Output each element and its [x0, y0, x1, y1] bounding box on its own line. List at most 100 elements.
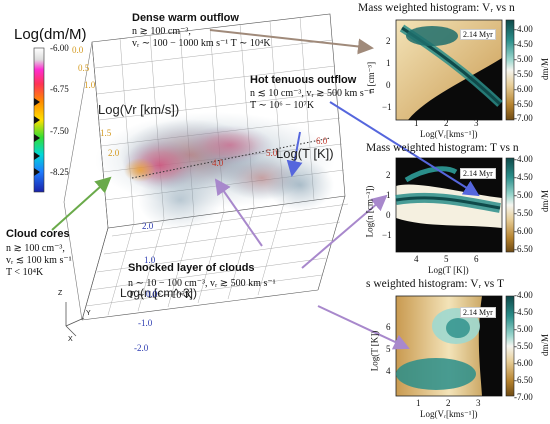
annotation-dense-warm-outflow: Dense warm outflow n ≳ 100 cm⁻³, vᵣ ∼ 10… — [132, 12, 271, 50]
hist1-cbar-tick: -4.50 — [514, 39, 533, 49]
cube-t-tick: 4.0 — [212, 158, 224, 168]
hist3-cbar-tick: -4.50 — [514, 307, 533, 317]
hist1-cbar-tick: -7.00 — [514, 113, 533, 123]
hist3-xtick: 1 — [416, 398, 421, 408]
hist3-cbar-tick: -4.00 — [514, 290, 533, 300]
hist2-cbar-tick: -4.50 — [514, 172, 533, 182]
hist2-ytick: 2 — [386, 170, 391, 180]
main-colorbar-tick: -7.50 — [50, 126, 69, 136]
cube-volume-render — [95, 112, 335, 230]
cube-vr-tick: 0.5 — [78, 63, 90, 73]
hist1-peak — [406, 26, 458, 46]
annotation-line: vᵣ ∼ 100 − 1000 km s⁻¹ T ∼ 10⁴K — [132, 38, 271, 49]
main-colorbar-tick: -6.00 — [50, 43, 69, 53]
hist3-empty-region — [478, 296, 502, 396]
hist2-ylabel: Log(n [cm⁻³]) — [364, 185, 375, 238]
hist3-high-t-core — [446, 318, 470, 338]
hist3-ytick: 5 — [386, 344, 391, 354]
hist3-ytick: 6 — [386, 322, 391, 332]
hist3-xtick: 2 — [446, 398, 451, 408]
triad-label-z: Z — [58, 290, 63, 297]
main-colorbar-markers — [34, 98, 40, 176]
hist1-ytick: −1 — [382, 102, 392, 112]
hist3-ytick: 4 — [386, 366, 391, 376]
hist2-time: 2.14 Myr — [460, 168, 496, 179]
hist1-time: 2.14 Myr — [460, 29, 496, 40]
annotation-title: Hot tenuous outflow — [250, 74, 357, 86]
hist1-cbar-tick: -6.00 — [514, 84, 533, 94]
hist3-cbar-tick: -6.50 — [514, 375, 533, 385]
hist2-xtick: 5 — [444, 254, 449, 264]
hist2-xtick: 6 — [474, 254, 479, 264]
annotation-line: n ≲ 10 cm⁻³, vᵣ ≳ 500 km s⁻¹ — [250, 88, 372, 99]
hist1-xtick: 1 — [414, 118, 419, 128]
hist1-cbar-tick: -5.50 — [514, 69, 533, 79]
hist1-cbar-label: dm/M — [540, 57, 550, 81]
annotation-line: vᵣ ≲ 100 km s⁻¹ — [6, 255, 72, 266]
hist2-band-core — [395, 196, 501, 210]
hist2-cbar-tick: -6.00 — [514, 226, 533, 236]
main-colorbar-tick: -8.25 — [50, 167, 69, 177]
cube-n-tick: 1.0 — [144, 255, 156, 265]
cube-axis-n-label: Log(n [cm^-3]) — [120, 286, 197, 300]
hist3-cbar-tick: -6.00 — [514, 358, 533, 368]
annotation-title: Dense warm outflow — [132, 12, 239, 24]
annotation-shocked-layer: Shocked layer of clouds n ∼ 10 − 100 cm⁻… — [128, 262, 276, 302]
cube-vr-tick: 2.0 — [108, 148, 120, 158]
hist1-ytick: 1 — [386, 58, 391, 68]
cube-t-tick: 6.0 — [316, 136, 328, 146]
hist1-colorbar — [505, 19, 515, 121]
annotation-cloud-cores: Cloud cores n ≳ 100 cm⁻³, vᵣ ≲ 100 km s⁻… — [6, 228, 72, 279]
hist2-cbar-tick: -5.50 — [514, 208, 533, 218]
hist2-colorbar — [505, 157, 515, 253]
hist2-upper-band — [404, 166, 458, 183]
main-colorbar-title: Log(dm/M) — [14, 26, 87, 43]
triad-label-y: Y — [86, 310, 91, 317]
hist2-ytick: 0 — [386, 210, 391, 220]
hist2-title: Mass weighted histogram: T vs n — [366, 142, 519, 154]
hist1-xtick: 3 — [474, 118, 479, 128]
hist3-cbar-tick: -7.00 — [514, 392, 533, 402]
hist2-cbar-tick: -5.00 — [514, 190, 533, 200]
hist2-ytick: −1 — [382, 230, 392, 240]
hist2-cbar-tick: -4.00 — [514, 154, 533, 164]
annotation-line: n ≳ 100 cm⁻³, — [6, 243, 65, 254]
hist2-cbar-label: dm/M — [540, 189, 550, 213]
hist3-colorbar — [505, 295, 515, 397]
cube-vr-tick: 0.0 — [72, 45, 84, 55]
cube-n-tick: -2.0 — [134, 343, 149, 353]
hist1-cbar-tick: -5.00 — [514, 54, 533, 64]
hist3-cbar-tick: -5.00 — [514, 324, 533, 334]
hist2-cbar-tick: -6.50 — [514, 244, 533, 254]
hist1-ylabel: n [cm⁻³] — [366, 61, 377, 94]
hist2-xlabel: Log(T [K]) — [428, 265, 469, 275]
cube-n-tick: 0.0 — [146, 289, 158, 299]
annotation-line: T < 10⁴K — [6, 267, 44, 278]
hist1-cbar-tick: -6.50 — [514, 99, 533, 109]
hist1-xlabel: Log(Vᵣ[kms⁻¹]) — [420, 129, 478, 139]
hist3-xtick: 3 — [476, 398, 481, 408]
hist1-empty-region — [396, 58, 502, 120]
annotation-line: T ∼ 10⁶ − 10⁷K — [250, 100, 315, 111]
hist3-title: s weighted histogram: Vᵣ vs T — [366, 278, 504, 290]
hist2-empty-bottom — [396, 218, 502, 252]
cube-t-tick: 5.0 — [266, 148, 278, 158]
hist1-ytick: 0 — [386, 80, 391, 90]
hist1-ytick: 2 — [386, 36, 391, 46]
hist3-time: 2.14 Myr — [460, 307, 496, 318]
hist3-ylabel: Log(T [K]) — [369, 330, 380, 372]
cube-n-tick: 2.0 — [142, 221, 154, 231]
cube-n-tick: -1.0 — [138, 318, 153, 328]
annotation-title: Shocked layer of clouds — [128, 262, 255, 274]
hist3-low-t-region — [396, 358, 476, 390]
annotation-line: n ∼ 10 − 100 cm⁻³, vᵣ ≳ 500 km s⁻¹ — [128, 278, 276, 289]
hist3-cbar-label: dm/M — [540, 333, 550, 357]
cube-vr-tick: 1.0 — [84, 80, 96, 90]
annotation-arrows — [51, 29, 480, 350]
annotation-title: Cloud cores — [6, 228, 70, 240]
annotation-line: n ≳ 100 cm⁻³, — [132, 26, 191, 37]
hist1-title: Mass weighted histogram: Vᵣ vs n — [358, 2, 515, 14]
axis-triad — [65, 302, 85, 337]
hist3-cbar-tick: -5.50 — [514, 341, 533, 351]
